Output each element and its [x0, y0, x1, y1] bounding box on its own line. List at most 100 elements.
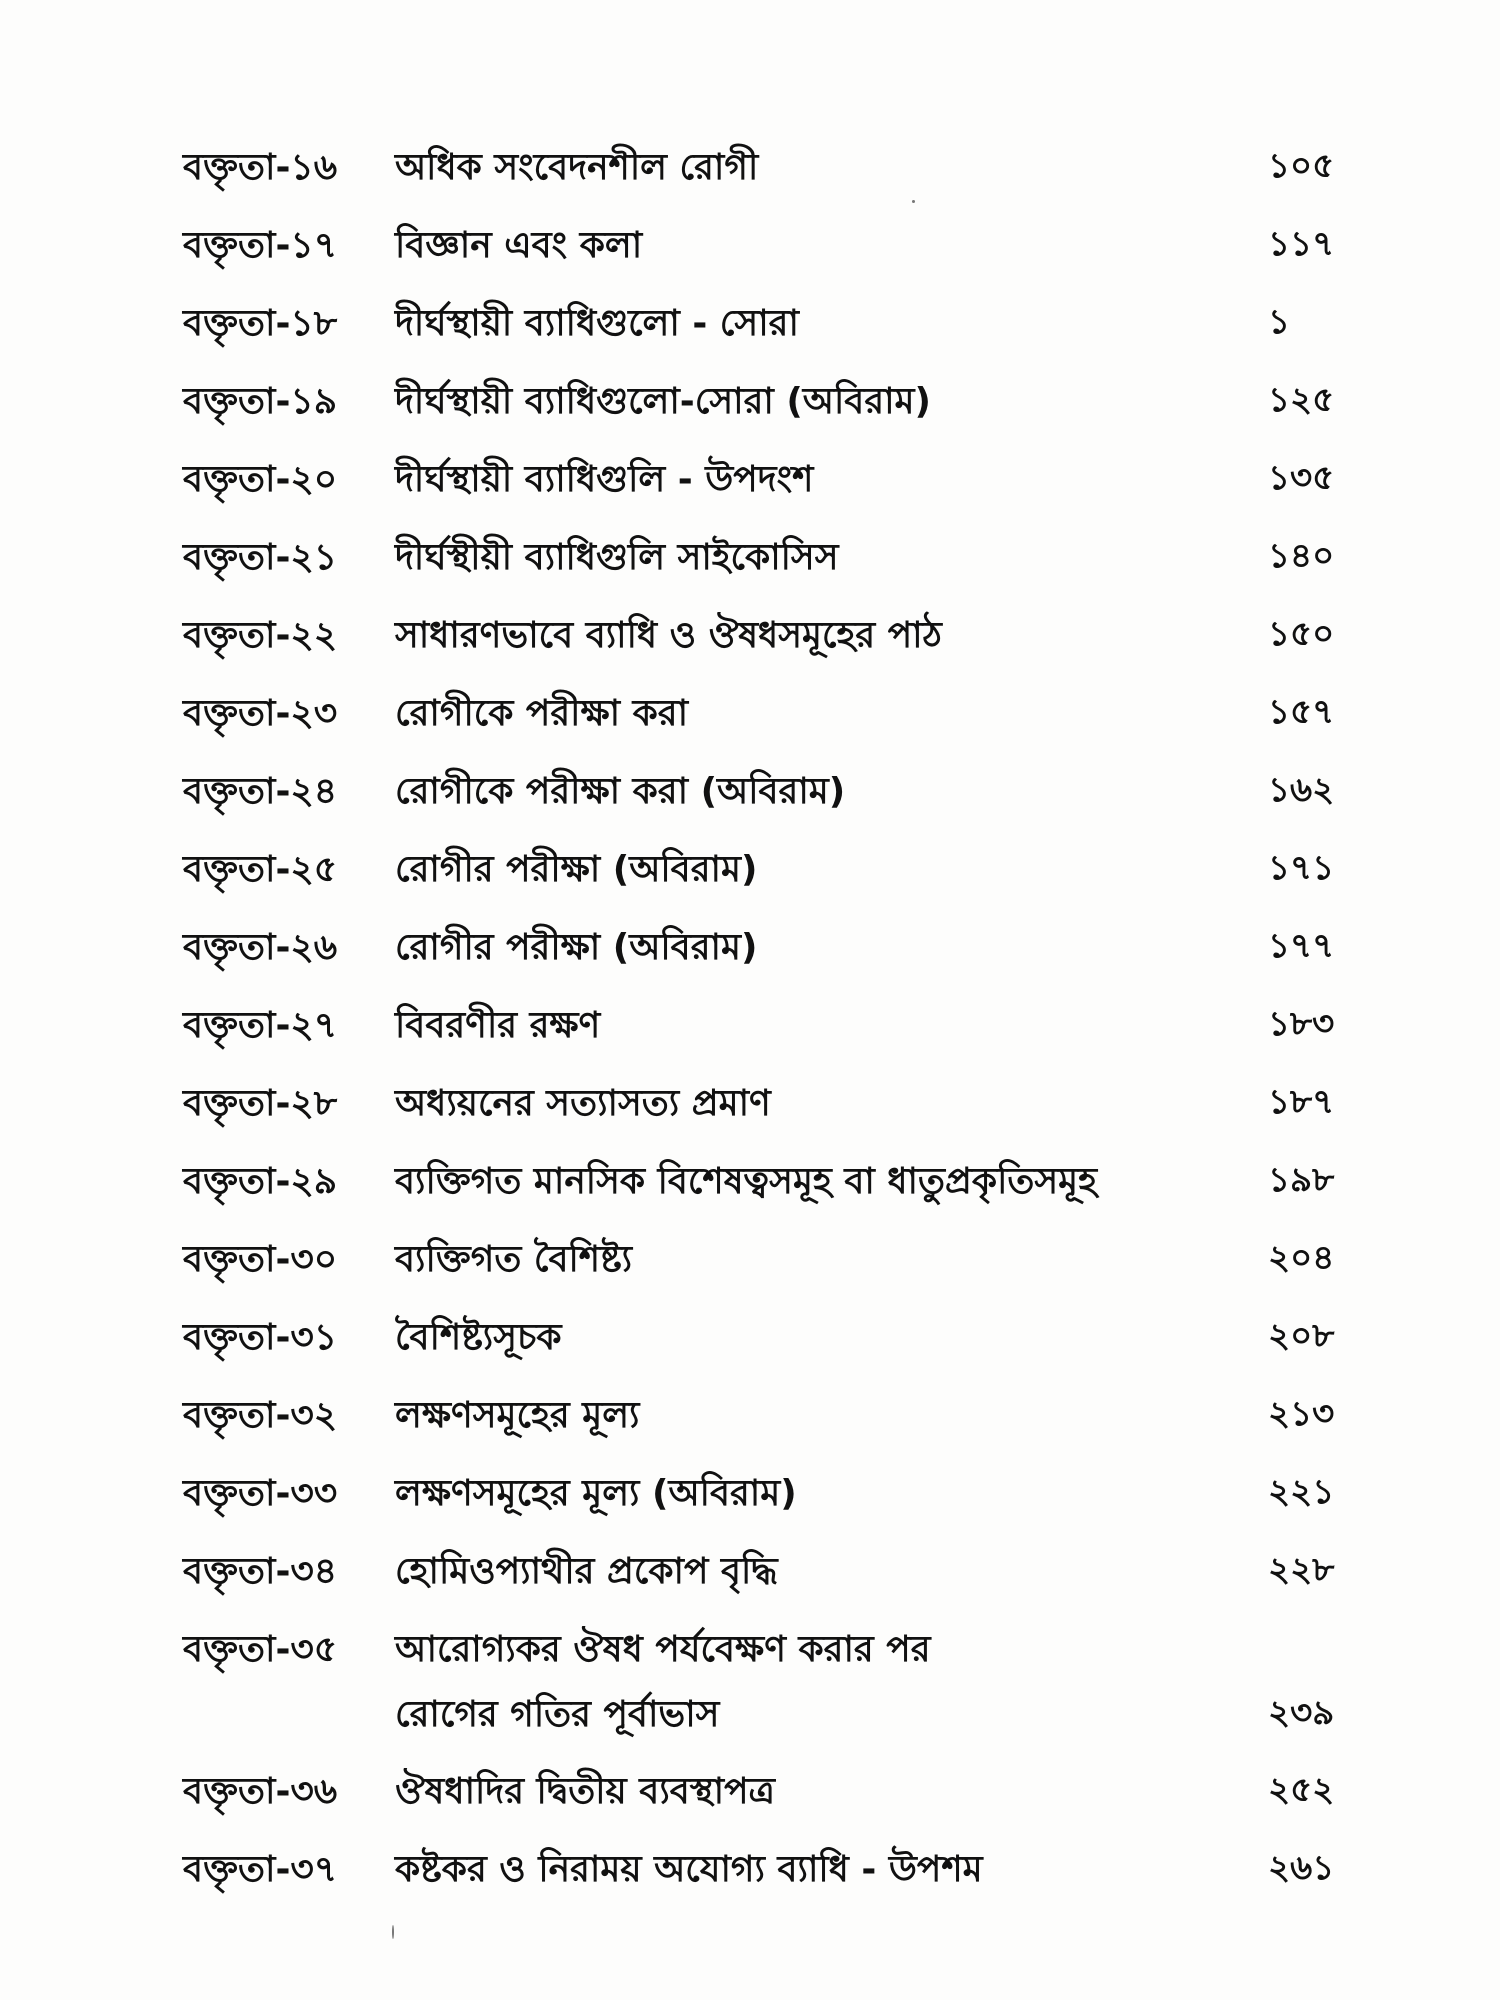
scan-speck	[392, 1925, 394, 1939]
lecture-title: দীর্ঘস্থীয়ী ব্যাধিগুলি সাইকোসিস	[395, 530, 839, 595]
lecture-title: রোগীকে পরীক্ষা করা (অবিরাম)	[395, 764, 845, 829]
lecture-number: বক্তৃতা-৩৪	[183, 1551, 338, 1592]
lecture-title: লক্ষণসমূহের মূল্য (অবিরাম)	[395, 1466, 797, 1531]
lecture-title-line: হোমিওপ্যাথীর প্রকোপ বৃদ্ধি	[395, 1551, 778, 1592]
scan-speck	[912, 200, 915, 203]
page-number: ১৪০	[1268, 536, 1335, 576]
lecture-number: বক্তৃতা-৩৬	[183, 1771, 338, 1812]
toc-entry: বক্তৃতা-৩০ ব্যক্তিগত বৈশিষ্ট্য ২০৪	[0, 1218, 1500, 1296]
lecture-number: বক্তৃতা-১৮	[183, 303, 338, 344]
lecture-number: বক্তৃতা-২০	[183, 459, 338, 500]
lecture-title-line: আরোগ্যকর ঔষধ পর্যবেক্ষণ করার পর	[395, 1629, 931, 1670]
lecture-number: বক্তৃতা-২৪	[183, 771, 338, 812]
toc-entry: বক্তৃতা-৩২ লক্ষণসমূহের মূল্য ২১৩	[0, 1374, 1500, 1452]
page-number: ২৬১	[1268, 1848, 1335, 1888]
lecture-number: বক্তৃতা-৩০	[183, 1239, 338, 1280]
lecture-number: বক্তৃতা-৩৩	[183, 1473, 338, 1514]
lecture-number: বক্তৃতা-২৩	[183, 693, 338, 734]
toc-entry: বক্তৃতা-১৮ দীর্ঘস্থায়ী ব্যাধিগুলো - সোরা…	[0, 282, 1500, 360]
page-number: ২৩৯	[1268, 1693, 1335, 1733]
lecture-number: বক্তৃতা-২৮	[183, 1083, 338, 1124]
page-number: ২২১	[1268, 1472, 1335, 1512]
page-number: ২০৪	[1268, 1238, 1335, 1278]
lecture-number: বক্তৃতা-২৫	[183, 849, 338, 890]
lecture-title: ব্যক্তিগত মানসিক বিশেষত্বসমূহ বা ধাতুপ্র…	[395, 1154, 1097, 1219]
lecture-title-line: দীর্ঘস্থায়ী ব্যাধিগুলো-সোরা (অবিরাম)	[395, 381, 931, 422]
lecture-title: দীর্ঘস্থায়ী ব্যাধিগুলি - উপদংশ	[395, 452, 813, 517]
lecture-title: বৈশিষ্ট্যসূচক	[395, 1310, 562, 1375]
lecture-title: দীর্ঘস্থায়ী ব্যাধিগুলো - সোরা	[395, 296, 799, 361]
lecture-number: বক্তৃতা-৩৫	[183, 1629, 338, 1670]
lecture-title: ঔষধাদির দ্বিতীয় ব্যবস্থাপত্র	[395, 1764, 775, 1829]
page-number: ১	[1268, 302, 1291, 342]
toc-entry: বক্তৃতা-২৫ রোগীর পরীক্ষা (অবিরাম) ১৭১	[0, 828, 1500, 906]
lecture-title: আরোগ্যকর ঔষধ পর্যবেক্ষণ করার পর রোগের গতি…	[395, 1622, 931, 1752]
lecture-title-line: সাধারণভাবে ব্যাধি ও ঔষধসমূহের পাঠ	[395, 615, 942, 656]
lecture-title: বিবরণীর রক্ষণ	[395, 998, 600, 1063]
lecture-title: অধিক সংবেদনশীল রোগী	[395, 140, 758, 205]
lecture-title: লক্ষণসমূহের মূল্য	[395, 1388, 640, 1453]
page-number: ১৭৭	[1268, 926, 1335, 966]
page-number: ২১৩	[1268, 1394, 1335, 1434]
lecture-title-line: অধিক সংবেদনশীল রোগী	[395, 147, 759, 188]
toc-entry: বক্তৃতা-১৯ দীর্ঘস্থায়ী ব্যাধিগুলো-সোরা (…	[0, 360, 1500, 438]
toc-entry: বক্তৃতা-২৭ বিবরণীর রক্ষণ ১৮৩	[0, 984, 1500, 1062]
toc-entry: বক্তৃতা-২৯ ব্যক্তিগত মানসিক বিশেষত্বসমূহ …	[0, 1140, 1500, 1218]
lecture-title: রোগীর পরীক্ষা (অবিরাম)	[395, 842, 757, 907]
lecture-title: রোগীকে পরীক্ষা করা	[395, 686, 688, 751]
page-number: ১৭১	[1268, 848, 1335, 888]
toc-entry: বক্তৃতা-২৪ রোগীকে পরীক্ষা করা (অবিরাম) ১৬২	[0, 750, 1500, 828]
lecture-number: বক্তৃতা-৩১	[183, 1317, 338, 1358]
toc-entry: বক্তৃতা-৩১ বৈশিষ্ট্যসূচক ২০৮	[0, 1296, 1500, 1374]
lecture-title-line: ব্যক্তিগত মানসিক বিশেষত্বসমূহ বা ধাতুপ্র…	[395, 1161, 1098, 1202]
lecture-title: বিজ্ঞান এবং কলা	[395, 218, 642, 283]
toc-entry: বক্তৃতা-২০ দীর্ঘস্থায়ী ব্যাধিগুলি - উপদং…	[0, 438, 1500, 516]
lecture-number: বক্তৃতা-২৬	[183, 927, 338, 968]
page-number: ১৩৫	[1268, 458, 1335, 498]
toc-entry: বক্তৃতা-৩৭ কষ্টকর ও নিরাময় অযোগ্য ব্যাধি…	[0, 1828, 1500, 1906]
toc-entry: বক্তৃতা-৩৪ হোমিওপ্যাথীর প্রকোপ বৃদ্ধি ২২৮	[0, 1530, 1500, 1608]
lecture-title: অধ্যয়নের সত্যাসত্য প্রমাণ	[395, 1076, 771, 1141]
toc-entry: বক্তৃতা-৩৫ আরোগ্যকর ঔষধ পর্যবেক্ষণ করার প…	[0, 1608, 1500, 1750]
page-number: ১৫০	[1268, 614, 1335, 654]
lecture-title: দীর্ঘস্থায়ী ব্যাধিগুলো-সোরা (অবিরাম)	[395, 374, 931, 439]
toc-entry: বক্তৃতা-২২ সাধারণভাবে ব্যাধি ও ঔষধসমূহের …	[0, 594, 1500, 672]
page-number: ১৬২	[1268, 770, 1335, 810]
page-number: ১২৫	[1268, 380, 1335, 420]
lecture-title-line: লক্ষণসমূহের মূল্য (অবিরাম)	[395, 1473, 797, 1514]
toc-entry: বক্তৃতা-১৬ অধিক সংবেদনশীল রোগী ১০৫	[0, 126, 1500, 204]
page-number: ১৯৮	[1268, 1160, 1335, 1200]
toc-entry: বক্তৃতা-২৩ রোগীকে পরীক্ষা করা ১৫৭	[0, 672, 1500, 750]
lecture-number: বক্তৃতা-৩২	[183, 1395, 338, 1436]
toc-entry: বক্তৃতা-১৭ বিজ্ঞান এবং কলা ১১৭	[0, 204, 1500, 282]
lecture-title-line: রোগীর পরীক্ষা (অবিরাম)	[395, 849, 758, 890]
page-number: ২৫২	[1268, 1770, 1335, 1810]
lecture-title-line: বিজ্ঞান এবং কলা	[395, 225, 643, 266]
page-number: ১১৭	[1268, 224, 1335, 264]
page-number: ১৮৭	[1268, 1082, 1335, 1122]
lecture-title-line: রোগীর পরীক্ষা (অবিরাম)	[395, 927, 758, 968]
lecture-title: সাধারণভাবে ব্যাধি ও ঔষধসমূহের পাঠ	[395, 608, 942, 673]
lecture-title: হোমিওপ্যাথীর প্রকোপ বৃদ্ধি	[395, 1544, 778, 1609]
lecture-title: কষ্টকর ও নিরাময় অযোগ্য ব্যাধি - উপশম	[395, 1842, 983, 1907]
lecture-title-line: ব্যক্তিগত বৈশিষ্ট্য	[395, 1239, 633, 1280]
lecture-number: বক্তৃতা-১৬	[183, 147, 338, 188]
page-number: ১০৫	[1268, 146, 1335, 186]
page-number: ১৫৭	[1268, 692, 1335, 732]
lecture-title-line: দীর্ঘস্থীয়ী ব্যাধিগুলি সাইকোসিস	[395, 537, 839, 578]
lecture-title-line: দীর্ঘস্থায়ী ব্যাধিগুলি - উপদংশ	[395, 459, 814, 500]
lecture-number: বক্তৃতা-২২	[183, 615, 338, 656]
lecture-title-line: বিবরণীর রক্ষণ	[395, 1005, 601, 1046]
page-number: ১৮৩	[1268, 1004, 1335, 1044]
lecture-title: রোগীর পরীক্ষা (অবিরাম)	[395, 920, 757, 985]
lecture-number: বক্তৃতা-১৭	[183, 225, 338, 266]
lecture-title: ব্যক্তিগত বৈশিষ্ট্য	[395, 1232, 632, 1297]
lecture-title-line: বৈশিষ্ট্যসূচক	[395, 1317, 562, 1358]
toc-entry: বক্তৃতা-৩৩ লক্ষণসমূহের মূল্য (অবিরাম) ২২১	[0, 1452, 1500, 1530]
lecture-title-line: অধ্যয়নের সত্যাসত্য প্রমাণ	[395, 1083, 771, 1124]
lecture-number: বক্তৃতা-২৭	[183, 1005, 338, 1046]
lecture-title-line: লক্ষণসমূহের মূল্য	[395, 1395, 640, 1436]
lecture-title-line: রোগীকে পরীক্ষা করা (অবিরাম)	[395, 771, 846, 812]
lecture-number: বক্তৃতা-২১	[183, 537, 338, 578]
lecture-title-line: রোগের গতির পূর্বাভাস	[395, 1694, 720, 1735]
